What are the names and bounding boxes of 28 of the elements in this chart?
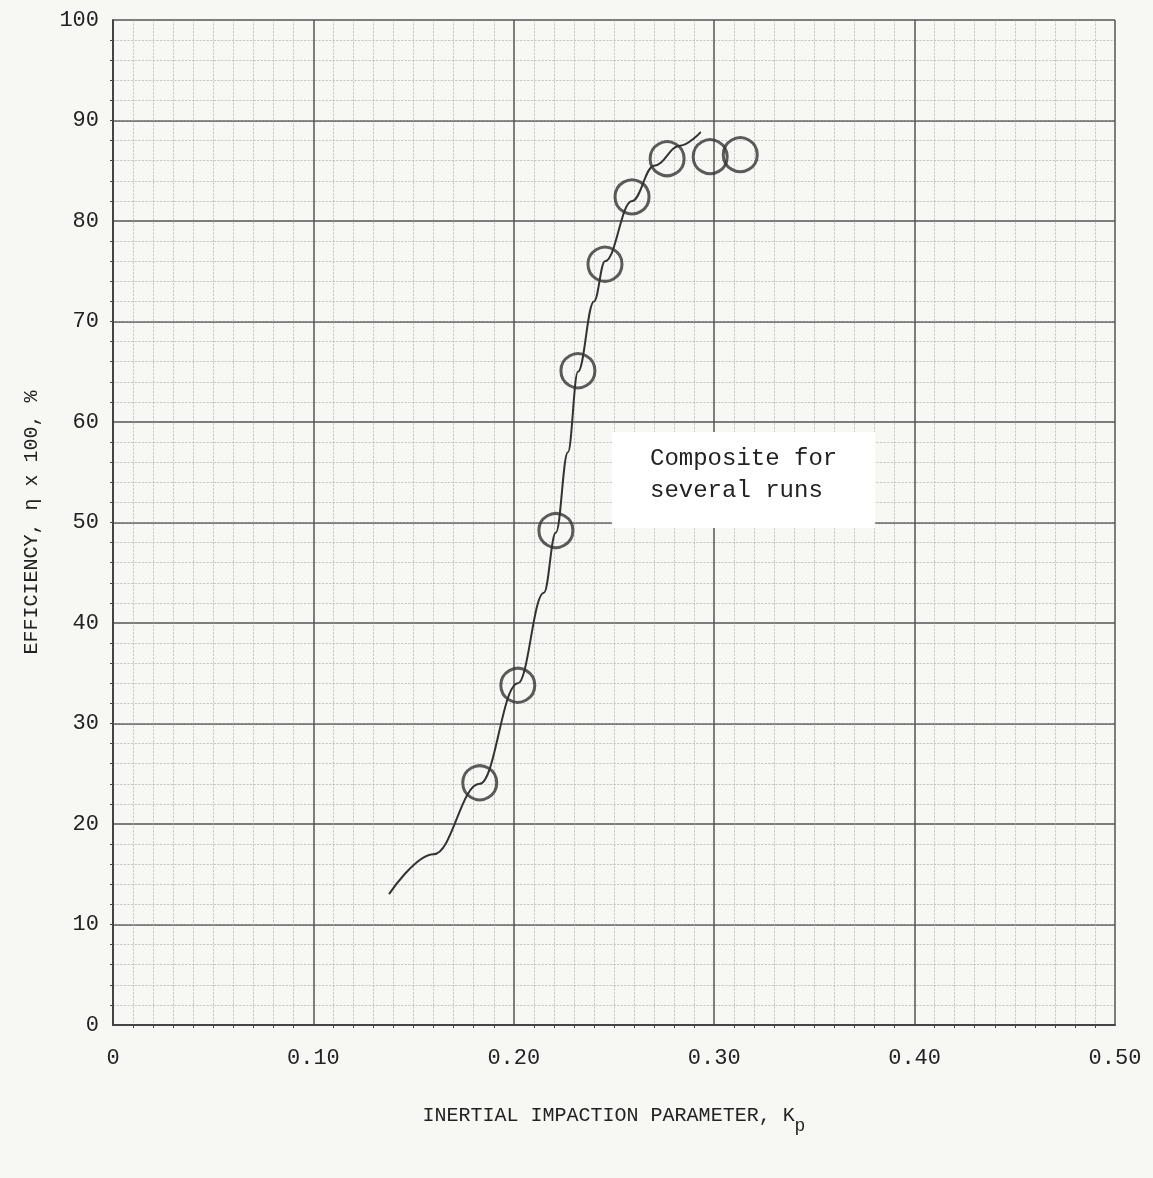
point [461,764,499,802]
annotation: Composite for several runs [650,444,838,504]
point [613,178,651,216]
point [499,666,537,704]
x-tick-label: 0.30 [687,1045,741,1071]
point [648,140,686,178]
x-tick-label: 0.50 [1088,1045,1142,1071]
x-tick-label: 0.20 [487,1045,541,1071]
y-tick-label: 20 [72,811,99,837]
y-tick-label: 90 [72,108,99,133]
y-tick-label: 50 [72,510,99,535]
x-tick-label: 0.10 [286,1045,340,1071]
y-tick-label: 0 [85,1012,99,1038]
point [691,138,729,176]
point [586,245,624,283]
y-axis-title: EFFICIENCY, η x 100, % [19,389,43,655]
y-tick-label: 70 [72,309,99,334]
y-tick-label: 40 [72,610,99,636]
y-tick-label: 100 [59,7,99,33]
point [537,512,575,550]
y-tick-label: 10 [72,912,99,937]
point [559,352,597,390]
point [721,136,759,174]
y-tick-label: 30 [72,711,99,736]
x-tick-label: 0.40 [888,1045,942,1071]
y-tick-label: 80 [72,208,99,234]
y-tick-label: 60 [72,409,99,435]
x-tick-label: 0 [106,1045,120,1071]
